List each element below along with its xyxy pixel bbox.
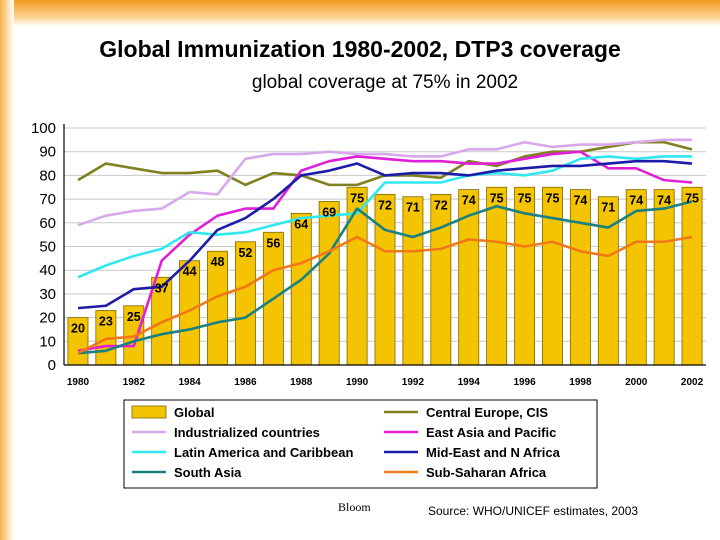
bar-value-label: 71 xyxy=(601,201,615,215)
global-bars xyxy=(67,186,703,366)
line-mid-east-and-n-africa xyxy=(77,159,693,310)
legend-label-latin-america-and-caribbean: Latin America and Caribbean xyxy=(174,445,353,460)
bar-global xyxy=(653,189,675,366)
bar-value-label: 64 xyxy=(294,217,308,231)
legend-label-east-asia-and-pacific: East Asia and Pacific xyxy=(426,425,556,440)
source-note: Source: WHO/UNICEF estimates, 2003 xyxy=(428,504,639,518)
bar-value-label: 74 xyxy=(657,194,671,208)
x-tick-label: 1988 xyxy=(290,377,313,388)
bar-value-label: 75 xyxy=(518,191,532,205)
legend-swatch-global xyxy=(131,405,167,419)
bar-global xyxy=(402,196,424,366)
legend-label-global: Global xyxy=(174,405,214,420)
y-tick-label: 30 xyxy=(39,286,56,303)
legend-label-mid-east-and-n-africa: Mid-East and N Africa xyxy=(426,445,561,460)
series-lines xyxy=(77,138,693,355)
bar-global xyxy=(234,241,256,366)
bar-value-label: 23 xyxy=(99,314,113,328)
line-south-asia xyxy=(77,200,693,355)
x-tick-label: 1982 xyxy=(123,377,146,388)
bar-global xyxy=(486,186,508,366)
x-tick-label: 2000 xyxy=(625,377,648,388)
x-tick-label: 1996 xyxy=(513,377,536,388)
y-tick-label: 40 xyxy=(39,262,56,279)
bar-value-label: 75 xyxy=(490,191,504,205)
bar-global xyxy=(542,186,563,366)
bar-value-label: 72 xyxy=(434,198,448,212)
bar-global xyxy=(374,193,396,366)
y-tick-label: 100 xyxy=(31,120,56,137)
bar-value-label: 25 xyxy=(127,310,141,324)
slide-subtitle: global coverage at 75% in 2002 xyxy=(251,72,519,93)
bar-global xyxy=(681,186,703,366)
bar-value-label: 37 xyxy=(155,281,169,295)
left-decorative-band xyxy=(0,0,14,540)
line-sub-saharan-africa xyxy=(77,235,693,355)
x-tick-label: 1980 xyxy=(67,377,90,388)
legend: Global Central Europe, CIS Industrialized … xyxy=(123,399,598,489)
y-tick-label: 0 xyxy=(48,357,56,374)
bar-value-label: 20 xyxy=(71,322,85,336)
bar-value-label: 74 xyxy=(573,194,587,208)
y-tick-label: 90 xyxy=(39,144,56,161)
top-decorative-band xyxy=(0,0,720,26)
y-tick-label: 70 xyxy=(39,191,56,208)
bar-value-label: 56 xyxy=(266,236,280,250)
bar-global xyxy=(290,212,312,366)
y-tick-label: 60 xyxy=(39,215,56,232)
bar-value-label: 71 xyxy=(406,201,420,215)
legend-box xyxy=(123,399,598,489)
x-tick-label: 1998 xyxy=(569,377,592,388)
bar-value-label: 44 xyxy=(183,265,197,279)
legend-label-sub-saharan-africa: Sub-Saharan Africa xyxy=(426,465,547,480)
x-tick-label: 1986 xyxy=(234,377,257,388)
x-tick-label: 2002 xyxy=(681,377,704,388)
y-tick-label: 50 xyxy=(39,239,56,256)
bar-value-label: 72 xyxy=(378,198,392,212)
x-tick-label: 1984 xyxy=(178,377,201,388)
bar-value-labels: 20 23 25 37 44 48 52 56 64 69 75 72 71 72 74 75 75 75 74 71… xyxy=(71,191,699,335)
bar-value-label: 48 xyxy=(211,255,225,269)
legend-label-south-asia: South Asia xyxy=(174,465,242,480)
y-tick-label: 80 xyxy=(39,167,56,184)
line-latin-america-and-caribbean xyxy=(77,155,693,279)
x-tick-label: 1994 xyxy=(458,377,481,388)
bar-global xyxy=(430,193,452,366)
bar-value-label: 74 xyxy=(462,194,476,208)
bar-value-label: 69 xyxy=(322,205,336,219)
y-tick-label: 20 xyxy=(39,310,56,327)
bar-global xyxy=(318,201,340,366)
bar-value-label: 74 xyxy=(629,194,643,208)
bar-value-label: 75 xyxy=(546,191,560,205)
bar-global xyxy=(569,189,591,366)
x-tick-label: 1992 xyxy=(402,377,425,388)
x-tick-label: 1990 xyxy=(346,377,369,388)
bar-value-label: 75 xyxy=(350,191,364,205)
legend-label-central-europe-cis: Central Europe, CIS xyxy=(426,405,548,420)
author-label: Bloom xyxy=(338,500,371,514)
y-tick-label: 10 xyxy=(39,333,56,350)
bar-value-label: 75 xyxy=(685,191,699,205)
line-industrialized-countries xyxy=(77,138,693,227)
legend-label-industrialized-countries: Industrialized countries xyxy=(174,425,320,440)
bar-value-label: 52 xyxy=(238,246,252,260)
axes: 0 10 20 30 40 50 60 70 80 90 100 1980 1982 1984 1986 19… xyxy=(31,120,706,388)
slide-title: Global Immunization 1980-2002, DTP3 cove… xyxy=(99,36,621,62)
